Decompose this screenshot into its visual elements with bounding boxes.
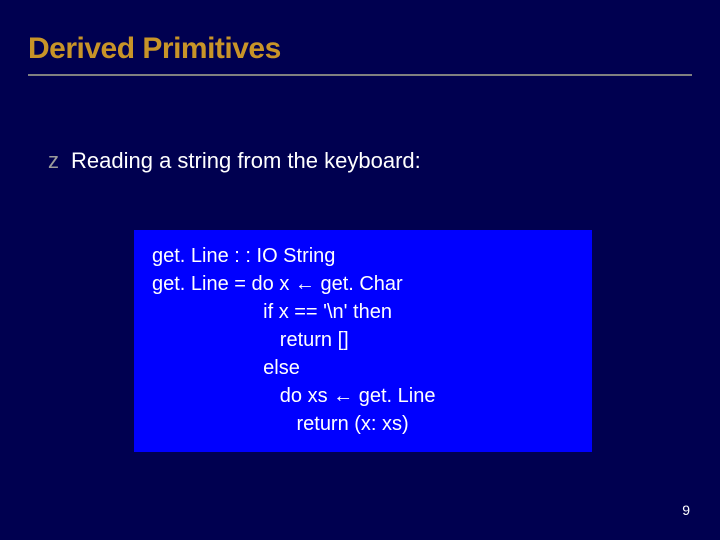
code-line-6: do xs ← get. Line bbox=[152, 382, 574, 410]
code-line-3: if x == '\n' then bbox=[152, 298, 574, 326]
title-underline bbox=[28, 74, 692, 76]
code-line-2: get. Line = do x ← get. Char bbox=[152, 270, 574, 298]
code-line-5: else bbox=[152, 354, 574, 382]
code-line-4: return [] bbox=[152, 326, 574, 354]
bullet-row: z Reading a string from the keyboard: bbox=[48, 148, 421, 174]
code-line-1: get. Line : : IO String bbox=[152, 242, 574, 270]
code-line-7: return (x: xs) bbox=[152, 410, 574, 438]
slide-title: Derived Primitives bbox=[28, 32, 281, 66]
code-box: get. Line : : IO String get. Line = do x… bbox=[134, 230, 592, 452]
bullet-marker: z bbox=[48, 148, 59, 174]
bullet-text: Reading a string from the keyboard: bbox=[71, 148, 421, 174]
page-number: 9 bbox=[682, 502, 690, 518]
